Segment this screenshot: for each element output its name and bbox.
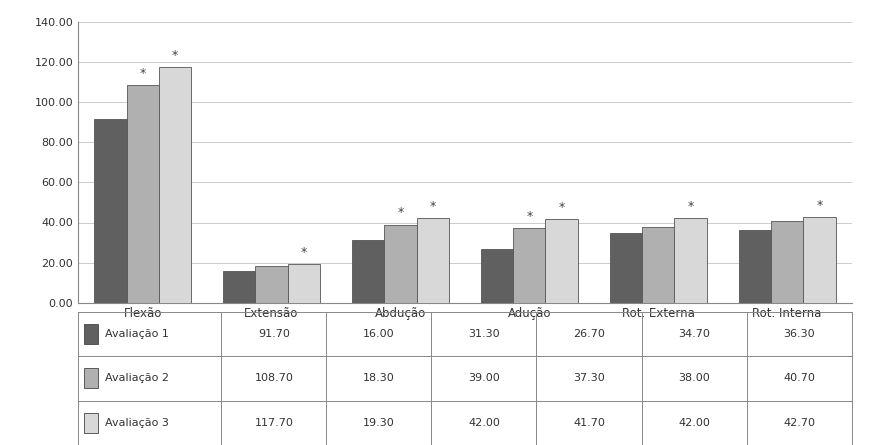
Bar [610, 233, 642, 303]
Bar [127, 85, 159, 303]
Text: 26.70: 26.70 [573, 329, 605, 339]
Text: *: * [816, 199, 823, 212]
Bar [514, 228, 546, 303]
Text: 108.70: 108.70 [255, 373, 293, 383]
Text: *: * [687, 201, 693, 214]
Bar [84, 324, 98, 344]
Text: 91.70: 91.70 [258, 329, 289, 339]
Bar [255, 266, 288, 303]
Text: Avaliação 1: Avaliação 1 [104, 329, 169, 339]
Bar [95, 119, 127, 303]
Text: 37.30: 37.30 [574, 373, 605, 383]
Text: 40.70: 40.70 [783, 373, 815, 383]
Text: *: * [559, 201, 565, 214]
Text: 36.30: 36.30 [783, 329, 815, 339]
Text: 117.70: 117.70 [255, 418, 293, 428]
Text: *: * [140, 67, 146, 80]
Bar [771, 221, 803, 303]
Bar [84, 368, 98, 388]
Text: 42.00: 42.00 [468, 418, 500, 428]
Text: *: * [301, 246, 307, 259]
Bar [546, 219, 578, 303]
Bar [159, 67, 191, 303]
Text: Avaliação 2: Avaliação 2 [104, 373, 169, 383]
Text: 34.70: 34.70 [678, 329, 710, 339]
Bar [384, 224, 416, 303]
Text: Avaliação 3: Avaliação 3 [104, 418, 169, 428]
Text: 39.00: 39.00 [468, 373, 500, 383]
Text: 41.70: 41.70 [573, 418, 605, 428]
Text: *: * [527, 210, 533, 223]
Bar [739, 230, 771, 303]
Text: 18.30: 18.30 [363, 373, 395, 383]
Text: 38.00: 38.00 [678, 373, 710, 383]
Text: *: * [397, 206, 403, 219]
Text: *: * [429, 201, 436, 214]
Bar [416, 218, 448, 303]
Bar [84, 413, 98, 433]
Text: 42.00: 42.00 [678, 418, 710, 428]
Bar [674, 218, 706, 303]
Text: *: * [172, 49, 178, 62]
Bar [223, 271, 255, 303]
Bar [481, 249, 514, 303]
Text: 19.30: 19.30 [363, 418, 395, 428]
Text: 42.70: 42.70 [783, 418, 815, 428]
Bar [352, 240, 384, 303]
Text: 31.30: 31.30 [468, 329, 500, 339]
Bar [288, 264, 320, 303]
Bar [803, 217, 835, 303]
Bar [642, 227, 674, 303]
Text: 16.00: 16.00 [363, 329, 395, 339]
